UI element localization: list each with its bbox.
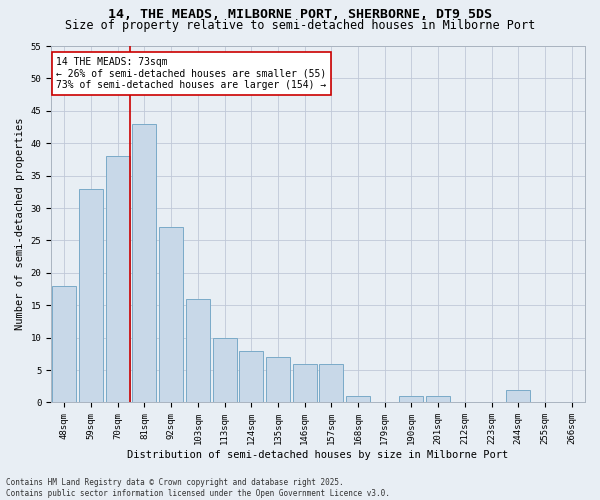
Bar	[212, 338, 236, 402]
Bar	[266, 357, 290, 403]
Text: Contains HM Land Registry data © Crown copyright and database right 2025.
Contai: Contains HM Land Registry data © Crown c…	[6, 478, 390, 498]
Text: 14 THE MEADS: 73sqm
← 26% of semi-detached houses are smaller (55)
73% of semi-d: 14 THE MEADS: 73sqm ← 26% of semi-detach…	[56, 56, 326, 90]
Bar	[106, 156, 130, 402]
Bar	[186, 299, 210, 403]
Bar	[319, 364, 343, 403]
Bar	[400, 396, 424, 402]
Bar	[159, 228, 183, 402]
Bar	[293, 364, 317, 403]
Bar	[426, 396, 450, 402]
Text: 14, THE MEADS, MILBORNE PORT, SHERBORNE, DT9 5DS: 14, THE MEADS, MILBORNE PORT, SHERBORNE,…	[108, 8, 492, 20]
Bar	[506, 390, 530, 402]
Bar	[79, 188, 103, 402]
Bar	[52, 286, 76, 403]
Y-axis label: Number of semi-detached properties: Number of semi-detached properties	[15, 118, 25, 330]
Bar	[133, 124, 157, 402]
Bar	[239, 350, 263, 403]
Bar	[346, 396, 370, 402]
Text: Size of property relative to semi-detached houses in Milborne Port: Size of property relative to semi-detach…	[65, 18, 535, 32]
X-axis label: Distribution of semi-detached houses by size in Milborne Port: Distribution of semi-detached houses by …	[127, 450, 509, 460]
